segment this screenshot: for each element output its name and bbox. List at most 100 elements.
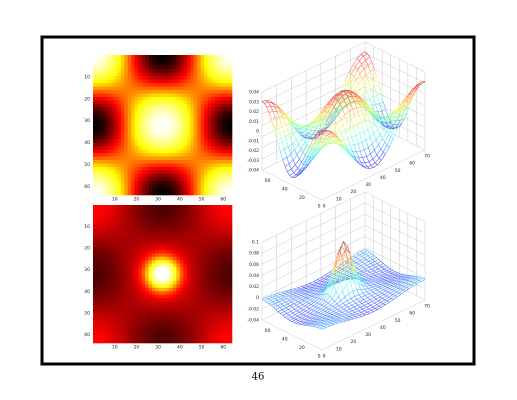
heatmap-cell xyxy=(124,270,129,275)
heatmap-cell xyxy=(96,329,101,333)
heatmap-cell xyxy=(162,125,167,129)
heatmap-cell xyxy=(152,205,156,209)
heatmap-cell xyxy=(96,253,101,258)
axis-box-line xyxy=(364,191,426,223)
heatmap-cell xyxy=(225,79,229,84)
heatmap-cell xyxy=(141,62,146,66)
heatmap-cell xyxy=(155,142,160,147)
surface-mesh xyxy=(310,127,316,137)
heatmap-cell xyxy=(106,263,111,268)
heatmap-cell xyxy=(127,229,132,233)
heatmap-cell xyxy=(228,277,233,282)
surface-mesh xyxy=(354,84,359,91)
heatmap-cell xyxy=(162,256,167,261)
heatmap-cell xyxy=(141,55,146,59)
surface-mesh xyxy=(359,98,365,102)
surface-mesh xyxy=(373,69,377,78)
heatmap-cell xyxy=(120,174,125,178)
surface-mesh xyxy=(328,124,331,128)
heatmap-cell xyxy=(134,163,139,168)
heatmap-cell xyxy=(183,284,188,289)
surface-mesh xyxy=(348,72,352,75)
surface-mesh xyxy=(385,146,390,155)
heatmap-cell xyxy=(134,270,139,275)
surface-mesh xyxy=(356,151,359,158)
heatmap-cell xyxy=(113,298,118,302)
heatmap-cell xyxy=(124,163,129,168)
heatmap-cell xyxy=(131,211,135,216)
surface-mesh xyxy=(302,166,306,171)
heatmap-cell xyxy=(110,184,115,189)
heatmap-cell xyxy=(99,170,104,175)
heatmap-cell xyxy=(127,339,132,344)
surface-mesh xyxy=(300,130,305,136)
heatmap-cell xyxy=(190,58,195,63)
surface-mesh xyxy=(319,278,324,281)
heatmap-cell xyxy=(218,239,222,244)
heatmap-cell xyxy=(179,215,184,220)
heatmap-cell xyxy=(179,208,184,213)
heatmap-cell xyxy=(141,65,146,70)
heatmap-cell xyxy=(131,270,135,275)
heatmap-cell xyxy=(120,181,125,185)
heatmap-cell xyxy=(218,90,222,94)
surface-mesh xyxy=(280,294,283,297)
surface-mesh xyxy=(325,274,328,277)
heatmap-cell xyxy=(211,242,215,247)
surface-mesh xyxy=(308,130,312,134)
heatmap-cell xyxy=(103,76,108,80)
heatmap-cell xyxy=(207,139,212,143)
heatmap-cell xyxy=(110,156,115,161)
heatmap-cell xyxy=(117,163,122,168)
heatmap-cell xyxy=(169,135,174,140)
heatmap-cell xyxy=(225,132,229,136)
heatmap-cell xyxy=(110,65,115,70)
heatmap-cell xyxy=(172,277,177,282)
surface-mesh xyxy=(343,96,349,101)
heatmap-cell xyxy=(225,294,229,299)
heatmap-cell xyxy=(145,336,149,340)
heatmap-cell xyxy=(159,58,163,63)
heatmap-cell xyxy=(106,79,111,84)
heatmap-cell xyxy=(176,128,181,133)
surface-mesh xyxy=(301,293,306,296)
surface-mesh xyxy=(350,119,354,128)
heatmap-cell xyxy=(96,93,101,98)
heatmap-cell xyxy=(120,76,125,80)
heatmap-cell xyxy=(211,256,215,261)
heatmap-cell xyxy=(176,114,181,119)
heatmap-cell xyxy=(120,83,125,87)
heatmap-cell xyxy=(186,287,191,292)
heatmap-cell xyxy=(186,260,191,264)
heatmap-cell xyxy=(183,114,188,119)
heatmap-cell xyxy=(131,107,135,112)
heatmap-cell xyxy=(117,55,122,59)
heatmap-cell xyxy=(228,69,233,73)
heatmap-cell xyxy=(207,205,212,209)
heatmap-cell xyxy=(145,218,149,223)
surface-mesh xyxy=(360,51,366,55)
surface-mesh xyxy=(280,149,285,153)
heatmap-cell xyxy=(169,121,174,126)
heatmap-cell xyxy=(218,291,222,295)
heatmap-cell xyxy=(200,329,205,333)
heatmap-cell xyxy=(218,107,222,112)
heatmap-cell xyxy=(176,280,181,285)
surface-mesh xyxy=(373,164,378,168)
heatmap-cell xyxy=(207,167,212,171)
heatmap-cell xyxy=(193,153,198,157)
heatmap-cell xyxy=(120,184,125,189)
heatmap-cell xyxy=(127,294,132,299)
heatmap-cell xyxy=(204,246,208,251)
heatmap-cell xyxy=(186,128,191,133)
heatmap-cell xyxy=(207,222,212,226)
heatmap-cell xyxy=(169,167,174,171)
surface-mesh xyxy=(288,295,292,298)
heatmap-cell xyxy=(179,315,184,320)
heatmap-cell xyxy=(197,142,202,147)
heatmap-cell xyxy=(179,118,184,122)
heatmap-cell xyxy=(176,156,181,161)
heatmap-cell xyxy=(169,308,174,313)
heatmap-cell xyxy=(138,79,142,84)
heatmap-cell xyxy=(207,69,212,73)
